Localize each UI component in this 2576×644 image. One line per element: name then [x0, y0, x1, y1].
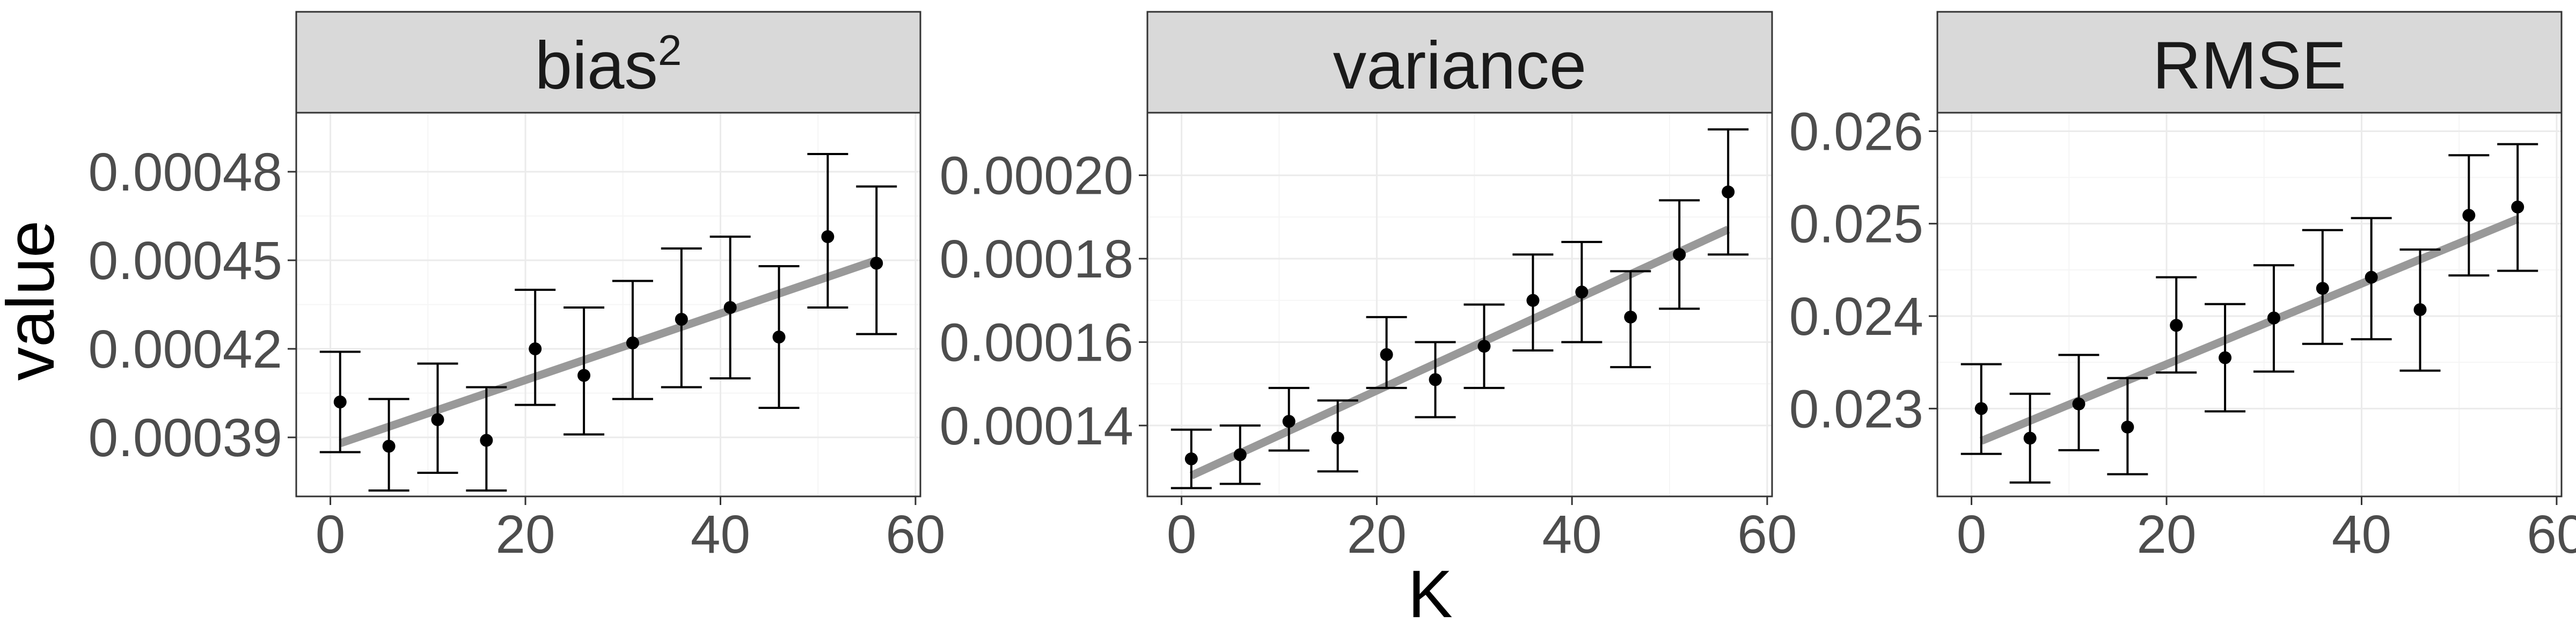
- data-point: [1722, 185, 1735, 199]
- x-tick-label: 20: [495, 504, 555, 565]
- data-point: [480, 434, 493, 447]
- x-tick-label: 40: [1542, 504, 1602, 565]
- data-point: [1233, 448, 1247, 462]
- facet-strip: [295, 11, 921, 114]
- trend-line: [1979, 215, 2520, 445]
- panel-border: [1936, 112, 2563, 497]
- y-tick-label: 0.00045: [89, 231, 282, 291]
- data-point: [626, 336, 639, 349]
- facet-title: RMSE: [2153, 28, 2346, 103]
- data-point: [723, 301, 737, 314]
- y-tick-label: 0.026: [1789, 101, 1923, 162]
- x-tick-label: 60: [885, 504, 945, 565]
- panel-border: [1146, 112, 1773, 497]
- facet-strip: [1146, 11, 1773, 114]
- y-tick-label: 0.00020: [940, 146, 1133, 206]
- panel-border: [295, 112, 921, 497]
- x-tick-label: 60: [1737, 504, 1797, 565]
- data-point: [1526, 294, 1540, 307]
- data-point: [2219, 351, 2232, 364]
- data-point: [333, 396, 347, 408]
- data-point: [2121, 420, 2134, 434]
- data-point: [1575, 286, 1589, 299]
- data-point: [2170, 319, 2183, 332]
- x-tick-label: 60: [2527, 504, 2576, 565]
- data-point: [1974, 402, 1988, 415]
- x-tick-label: 40: [691, 504, 750, 565]
- data-point: [1380, 348, 1393, 361]
- data-point: [1673, 248, 1686, 261]
- data-point: [2413, 303, 2427, 316]
- y-tick-label: 0.00042: [89, 319, 282, 379]
- data-point: [382, 440, 396, 453]
- data-point: [1331, 431, 1344, 445]
- data-point: [2023, 431, 2037, 445]
- data-point: [821, 230, 835, 243]
- panel-3: RMSE 0.023 0.024 0.025 0.026 0 20 40 60: [1789, 11, 2576, 565]
- data-point: [1184, 452, 1198, 466]
- x-tick-label: 40: [2332, 504, 2391, 565]
- trend-line: [339, 256, 878, 448]
- facet-strip: [1936, 11, 2563, 114]
- data-point: [529, 342, 542, 355]
- data-point: [2462, 209, 2476, 222]
- data-point: [870, 257, 883, 270]
- facet-title: variance: [1333, 28, 1586, 103]
- data-point: [431, 413, 444, 426]
- facet-title-superscript: 2: [658, 26, 682, 74]
- y-tick-label: 0.00018: [940, 229, 1133, 289]
- y-tick-label: 0.00014: [940, 396, 1133, 456]
- data-point: [2365, 270, 2378, 284]
- x-tick-label: 0: [1957, 504, 1987, 565]
- data-point: [1429, 373, 1442, 386]
- data-point: [577, 369, 591, 382]
- data-point: [1282, 415, 1296, 428]
- data-point: [1624, 310, 1637, 324]
- y-tick-label: 0.00039: [89, 408, 282, 468]
- y-tick-label: 0.024: [1789, 287, 1923, 347]
- y-tick-label: 0.00016: [940, 312, 1133, 372]
- panel-1: bias2 0.00039 0.00042 0.00045 0.00048 0 20 40 60: [89, 11, 946, 565]
- data-point: [2316, 282, 2329, 295]
- x-tick-label: 0: [316, 504, 346, 565]
- data-point: [2072, 397, 2085, 411]
- data-point: [2511, 200, 2524, 214]
- x-tick-label: 20: [1347, 504, 1407, 565]
- data-point: [675, 313, 688, 326]
- y-tick-label: 0.00048: [89, 142, 282, 202]
- y-tick-label: 0.023: [1789, 379, 1923, 439]
- panel-background: [1147, 113, 1772, 496]
- panel-background: [1937, 113, 2562, 496]
- data-point: [1477, 340, 1491, 353]
- data-point: [772, 331, 786, 343]
- data-point: [2267, 311, 2280, 325]
- x-tick-label: 0: [1167, 504, 1197, 565]
- facet-title: bias2: [535, 26, 682, 104]
- y-tick-label: 0.025: [1789, 194, 1923, 254]
- y-axis-title: value: [0, 221, 68, 381]
- x-tick-label: 20: [2136, 504, 2196, 565]
- panel-2: variance 0.00014 0.00016 0.00018 0.00020 0 20 4…: [940, 11, 1797, 565]
- x-axis-title: K: [1408, 557, 1452, 632]
